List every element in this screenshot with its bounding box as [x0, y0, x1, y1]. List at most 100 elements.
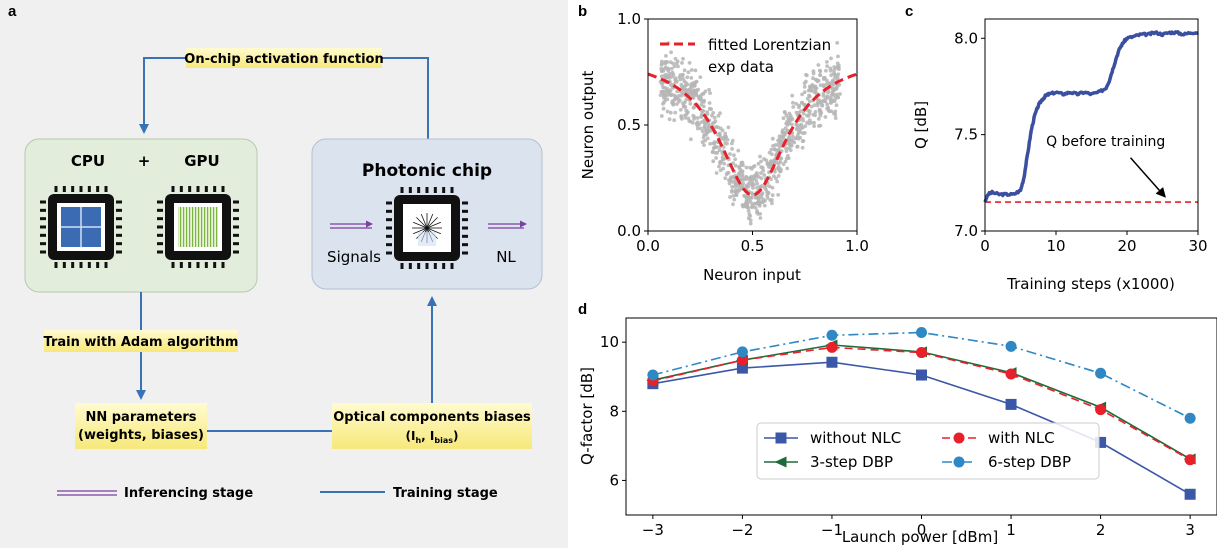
scatter-point: [749, 166, 754, 171]
scatter-point: [669, 66, 674, 71]
scatter-point: [711, 159, 716, 164]
scatter-point: [769, 147, 774, 152]
scatter-point: [790, 139, 795, 144]
signals-label: Signals: [327, 248, 381, 266]
panel-d-xtick-label: 0: [917, 521, 927, 539]
scatter-point: [729, 190, 734, 194]
scatter-point: [757, 203, 762, 208]
scatter-point: [697, 122, 701, 127]
legend-marker: [774, 456, 787, 468]
scatter-point: [689, 76, 694, 80]
panel-d-xlabel: Launch power [dBm]: [842, 528, 998, 546]
scatter-point: [755, 185, 759, 190]
scatter-point: [751, 176, 756, 181]
scatter-point: [825, 60, 829, 64]
panel-c: c Q before training 0 10 20 30 7.0 7.5 8.0 Tra…: [905, 3, 1208, 293]
scatter-point: [762, 185, 767, 190]
scatter-point: [751, 192, 755, 197]
scatter-point: [826, 105, 831, 110]
scatter-point: [699, 96, 703, 101]
scatter-point: [820, 103, 825, 107]
scatter-point: [723, 176, 728, 181]
scatter-point: [764, 158, 769, 163]
scatter-point: [812, 124, 816, 128]
panel-d-xtick-label: 1: [1006, 521, 1016, 539]
scatter-point: [829, 73, 834, 78]
scatter-point: [832, 87, 837, 92]
panel-d: d without NLC 3-step DBP with NLC 6-step DB…: [578, 301, 1217, 546]
scatter-point: [773, 143, 778, 147]
panel-d-xtick-label: −3: [642, 521, 664, 539]
scatter-point: [786, 141, 791, 146]
scatter-point: [761, 197, 766, 202]
scatter-point: [682, 84, 687, 89]
scatter-point: [685, 75, 690, 80]
panel-b-legend-fit: fitted Lorentzian: [708, 36, 831, 54]
scatter-point: [828, 66, 833, 71]
panel-d-ytick-label: 10: [600, 333, 619, 351]
cpu-chip-icon: [40, 186, 122, 268]
scatter-point: [823, 99, 828, 104]
scatter-point: [817, 107, 822, 112]
scatter-point: [741, 204, 746, 209]
photonic-chip-label: Photonic chip: [362, 161, 492, 181]
scatter-point: [825, 64, 829, 68]
gpu-label: GPU: [184, 152, 220, 170]
nn-parameters-line1: NN parameters: [85, 410, 196, 425]
data-point: [826, 356, 838, 368]
scatter-point: [707, 87, 711, 92]
panel-d-ticks: −3 −2 −1 0 1 2 3 6 8 10: [600, 333, 1195, 539]
scatter-point: [813, 113, 817, 118]
scatter-point: [777, 137, 782, 142]
legend-entry-6-step-dbp: 6-step DBP: [942, 453, 1071, 471]
panel-c-axes-frame: [984, 18, 1199, 232]
scatter-point: [823, 115, 828, 119]
scatter-point: [691, 113, 696, 118]
panel-c-ytick-label: 7.5: [954, 126, 978, 144]
scatter-point: [801, 139, 806, 143]
scatter-point: [794, 136, 799, 140]
scatter-point: [759, 192, 764, 197]
scatter-point: [829, 101, 833, 105]
scatter-point: [716, 133, 720, 137]
panel-c-xtick-label: 30: [1188, 237, 1207, 255]
panel-b-scatter-points: [658, 41, 842, 226]
data-point: [736, 362, 748, 374]
scatter-point: [836, 54, 840, 59]
scatter-point: [785, 122, 790, 127]
scatter-point: [731, 174, 736, 179]
scatter-point: [700, 140, 705, 145]
scatter-point: [732, 197, 737, 202]
scatter-point: [700, 108, 705, 113]
panel-d-xtick-label: 2: [1096, 521, 1106, 539]
scatter-point: [755, 181, 759, 186]
scatter-point: [688, 101, 693, 106]
scatter-point: [672, 93, 677, 98]
scatter-point: [669, 50, 673, 55]
data-point: [826, 341, 838, 353]
scatter-point: [746, 216, 751, 221]
scatter-point: [802, 85, 807, 89]
panel-b-letter: b: [578, 3, 587, 20]
data-point: [916, 347, 927, 359]
legend-entry-3-step-dbp: 3-step DBP: [764, 453, 893, 471]
scatter-point: [794, 102, 799, 106]
data-point: [1184, 488, 1196, 500]
scatter-point: [761, 168, 765, 173]
scatter-point: [681, 101, 685, 106]
scatter-point: [775, 179, 780, 184]
train-label-box: [44, 330, 238, 352]
scatter-point: [717, 148, 722, 153]
scatter-point: [686, 70, 691, 75]
scatter-point: [707, 101, 712, 105]
scatter-point: [760, 200, 765, 205]
scatter-point: [741, 181, 746, 186]
scatter-point: [698, 126, 703, 131]
scatter-point: [770, 201, 774, 206]
panel-b-xtick-label: 0.0: [636, 237, 660, 255]
scatter-point: [746, 198, 751, 203]
scatter-point: [781, 116, 786, 121]
scatter-point: [662, 100, 666, 104]
scatter-point: [733, 163, 738, 168]
scatter-point: [661, 68, 666, 73]
